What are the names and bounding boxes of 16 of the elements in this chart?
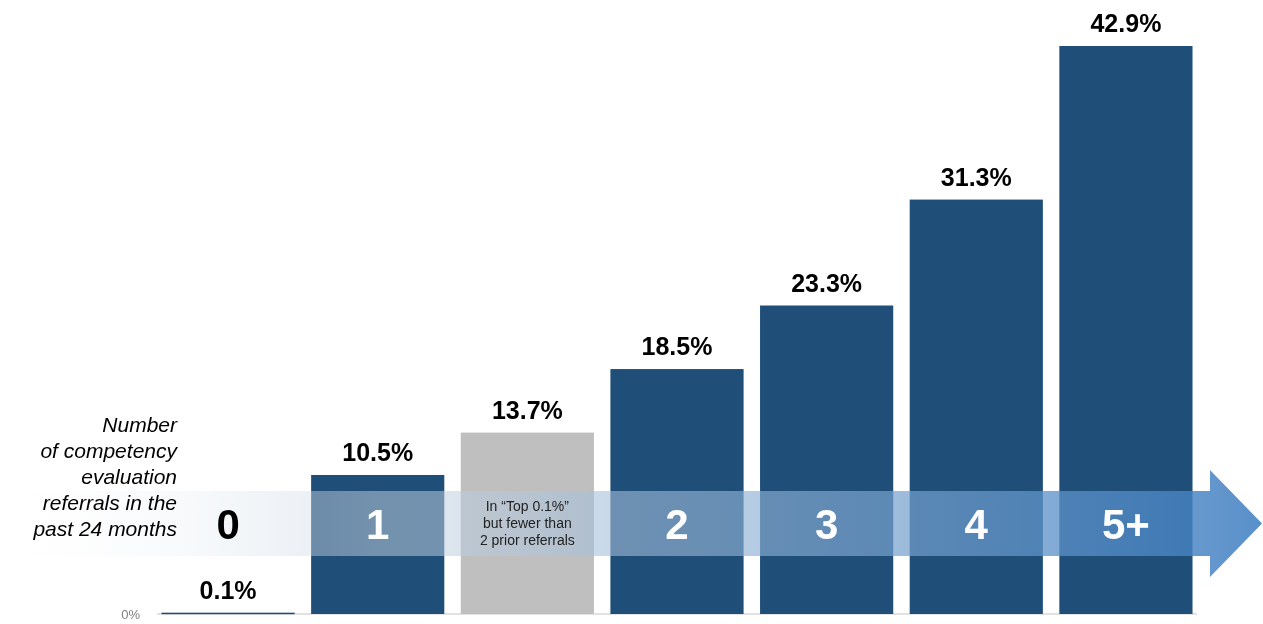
x-tick-label: 3	[814, 500, 839, 548]
x-tick-label: 2	[665, 500, 689, 548]
data-label: 10.5%	[342, 437, 414, 466]
x-tick-label: 0	[216, 500, 240, 548]
data-label: 42.9%	[1090, 9, 1162, 37]
text: 0%	[121, 606, 141, 622]
x-tick-label: 5+	[1101, 500, 1150, 548]
data-label: 13.7%	[491, 395, 563, 424]
x-axis-title: Number of competency evaluation referrals in the past 24 months	[32, 413, 179, 540]
data-label: 31.3%	[940, 162, 1012, 191]
data-label: 23.3%	[791, 268, 863, 297]
x-tick-label: 1	[366, 500, 390, 548]
x-tick-label: In “Top 0.1%” but fewer than 2 prior referrals	[479, 498, 575, 549]
data-label: 18.5%	[641, 332, 713, 361]
x-tick-label: 4	[964, 500, 989, 548]
data-label: 0.1%	[199, 575, 257, 604]
